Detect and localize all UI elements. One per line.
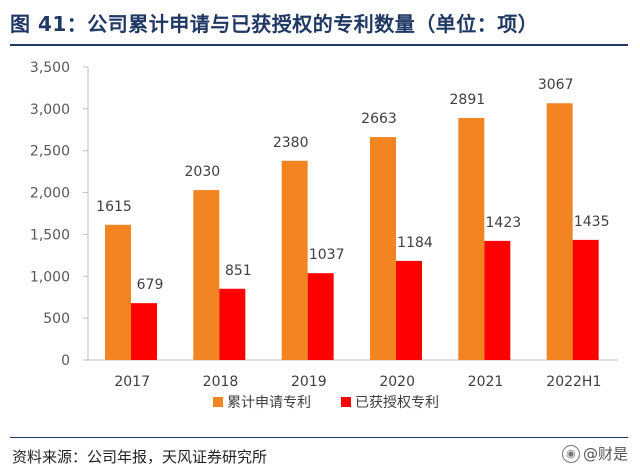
data-label: 1184 <box>397 235 433 251</box>
bar <box>307 273 334 360</box>
data-label: 679 <box>137 277 164 293</box>
data-label: 2891 <box>450 92 486 108</box>
title-rule <box>10 44 628 46</box>
y-tick-label: 3,500 <box>30 60 70 76</box>
data-label: 1435 <box>574 214 610 230</box>
x-tick-label: 2018 <box>203 374 239 390</box>
bar <box>281 160 308 360</box>
data-label: 1423 <box>486 215 522 231</box>
source-note: 资料来源：公司年报，天风证券研究所 <box>12 448 268 466</box>
y-tick-label: 2,000 <box>30 186 70 202</box>
bar <box>193 190 220 360</box>
data-label: 2663 <box>361 111 397 127</box>
y-tick-label: 0 <box>61 353 70 369</box>
y-tick-label: 3,000 <box>30 102 70 118</box>
bar <box>396 260 422 360</box>
bar <box>546 103 573 360</box>
data-label: 2030 <box>185 164 221 180</box>
bar <box>458 117 485 361</box>
x-tick-label: 2021 <box>468 374 504 390</box>
x-tick-label: 2020 <box>379 374 415 390</box>
y-tick-label: 1,000 <box>30 269 70 285</box>
data-label: 1615 <box>96 199 132 215</box>
legend-swatch <box>213 397 223 407</box>
chart-title: 图 41：公司累计申请与已获授权的专利数量（单位：项） <box>10 12 539 36</box>
x-tick-label: 2022H1 <box>546 374 601 390</box>
x-tick-label: 2019 <box>291 374 327 390</box>
legend-swatch <box>341 397 351 407</box>
bar-chart: 0 500 1,000 1,500 2,000 2,500 3,000 3,500 1615 67… <box>30 60 618 411</box>
watermark: ◉ @财是 <box>561 443 628 464</box>
x-tick-label: 2017 <box>114 374 150 390</box>
bar <box>219 288 246 360</box>
data-label: 1037 <box>309 247 345 263</box>
data-label: 2380 <box>273 135 309 151</box>
y-tick-label: 2,500 <box>30 144 70 160</box>
y-tick-label: 500 <box>43 311 70 327</box>
data-label: 3067 <box>538 77 574 93</box>
bar <box>131 303 157 360</box>
legend-label: 已获授权专利 <box>355 395 439 411</box>
y-tick-label: 1,500 <box>30 227 70 243</box>
bar <box>484 240 511 360</box>
bar <box>105 224 131 360</box>
legend-label: 累计申请专利 <box>227 395 311 411</box>
bar <box>572 239 599 360</box>
camera-icon: ◉ <box>561 444 580 463</box>
data-label: 851 <box>225 263 252 279</box>
watermark-text: @财是 <box>582 445 628 463</box>
source-rule <box>10 437 628 438</box>
bar <box>370 137 396 360</box>
